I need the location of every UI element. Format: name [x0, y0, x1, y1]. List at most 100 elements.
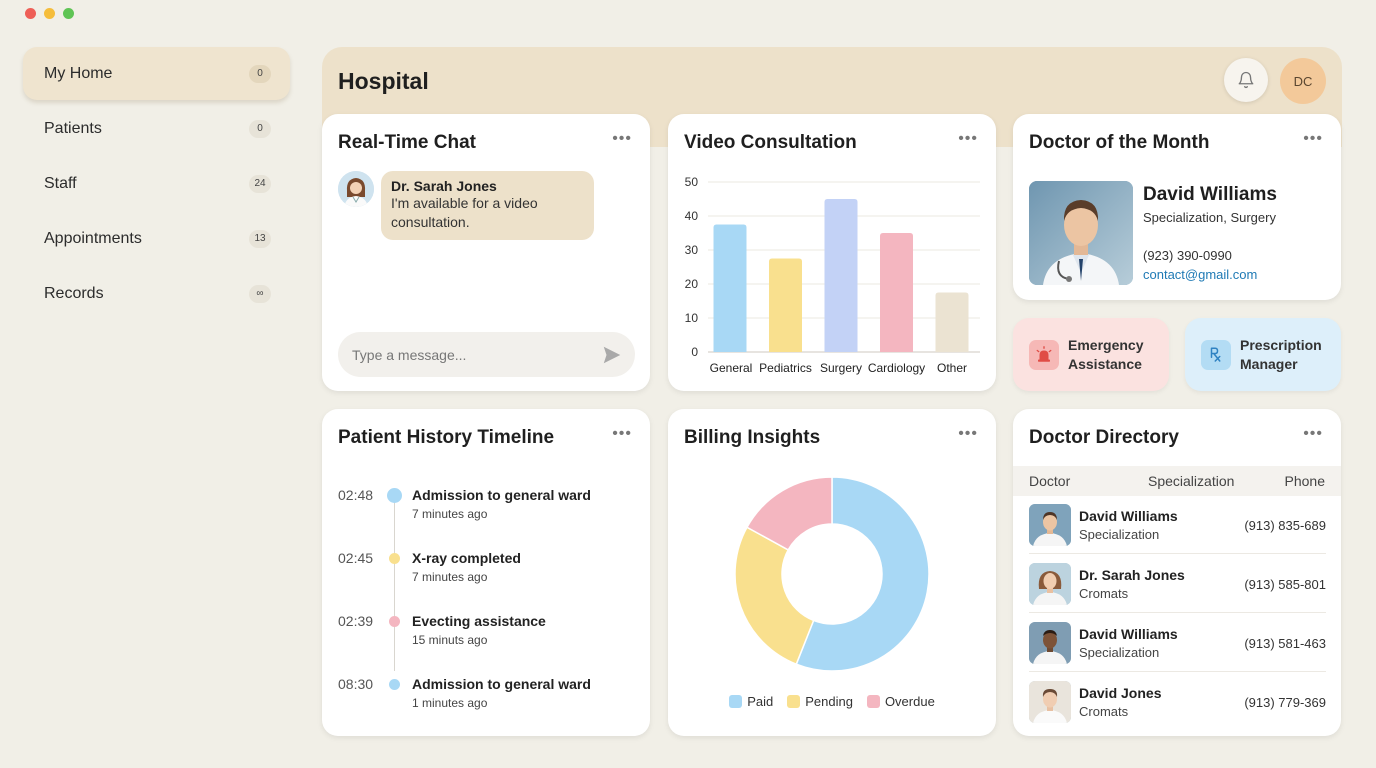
table-row[interactable]: Dr. Sarah Jones Cromats (913) 585-801 — [1029, 555, 1326, 613]
sidebar-item-count: 0 — [249, 119, 271, 138]
sidebar-item-label: Appointments — [44, 229, 142, 247]
timeline-subtitle: 7 minutes ago — [412, 570, 488, 584]
avatar — [1029, 504, 1071, 546]
timeline-entry[interactable]: 02:39 Evecting assistance 15 minuts ago — [338, 613, 638, 653]
page-title: Hospital — [338, 68, 429, 94]
chat-message-input[interactable] — [338, 332, 593, 377]
doctor-specialization: Cromats — [1079, 704, 1129, 719]
doctor-specialization: Specialization — [1079, 645, 1160, 660]
bar-surgery — [824, 199, 858, 352]
y-tick-label: 0 — [691, 345, 698, 359]
bar-other — [935, 292, 969, 352]
avatar — [1029, 622, 1071, 664]
x-tick-label: Other — [937, 361, 967, 375]
more-options-icon[interactable]: ••• — [958, 130, 978, 147]
notifications-button[interactable] — [1224, 58, 1268, 102]
legend-item-paid[interactable]: Paid — [729, 694, 773, 709]
timeline-time: 02:48 — [338, 487, 374, 503]
sidebar-item-count: 24 — [249, 174, 271, 193]
doctor-directory-card: Doctor Directory ••• Doctor Specializati… — [1013, 409, 1341, 736]
y-tick-label: 20 — [685, 277, 699, 291]
sidebar-item-appointments[interactable]: Appointments 13 — [23, 212, 290, 265]
doctor-specialization: Specialization — [1079, 527, 1160, 542]
column-header-doctor[interactable]: Doctor — [1029, 473, 1071, 489]
timeline-title: X-ray completed — [412, 550, 521, 566]
timeline-title: Admission to general ward — [412, 487, 591, 503]
alarm-icon — [1029, 339, 1059, 370]
chat-input-container — [338, 332, 635, 377]
more-options-icon[interactable]: ••• — [1303, 130, 1323, 147]
user-avatar[interactable]: DC — [1280, 58, 1326, 104]
x-tick-label: General — [710, 361, 753, 375]
sidebar-item-label: Records — [44, 284, 104, 302]
card-title: Doctor Directory — [1029, 427, 1179, 448]
y-tick-label: 10 — [685, 311, 699, 325]
card-title: Video Consultation — [684, 132, 857, 153]
legend-swatch — [729, 695, 743, 708]
y-tick-label: 40 — [685, 209, 699, 223]
y-tick-label: 30 — [685, 243, 699, 257]
table-row[interactable]: David Williams Specialization (913) 581-… — [1029, 614, 1326, 672]
chat-sender: Dr. Sarah Jones — [391, 178, 497, 194]
timeline-time: 08:30 — [338, 676, 374, 692]
chat-card: Real-Time Chat ••• Dr. Sarah Jones I'm a… — [322, 114, 650, 391]
sidebar-item-my-home[interactable]: My Home 0 — [23, 47, 290, 100]
send-icon[interactable] — [601, 344, 623, 366]
legend-item-pending[interactable]: Pending — [787, 694, 853, 709]
timeline-dot — [387, 488, 402, 503]
timeline-entry[interactable]: 02:45 X-ray completed 7 minutes ago — [338, 550, 638, 590]
more-options-icon[interactable]: ••• — [1303, 425, 1323, 442]
video-consultation-card: Video Consultation ••• 0 10 20 30 40 50 Genera… — [668, 114, 996, 391]
bar-pediatrics — [769, 258, 802, 352]
sidebar-item-staff[interactable]: Staff 24 — [23, 157, 290, 210]
more-options-icon[interactable]: ••• — [612, 425, 632, 442]
sidebar-item-count: 0 — [249, 64, 271, 83]
x-tick-label: Pediatrics — [759, 361, 812, 375]
card-title: Patient History Timeline — [338, 427, 555, 448]
avatar — [1029, 681, 1071, 723]
column-header-phone[interactable]: Phone — [1284, 473, 1325, 489]
card-title: Doctor of the Month — [1029, 132, 1210, 153]
sidebar-item-records[interactable]: Records ∞ — [23, 267, 290, 320]
timeline-entry[interactable]: 02:48 Admission to general ward 7 minute… — [338, 487, 638, 527]
card-title: Billing Insights — [684, 427, 821, 448]
bar-cardiology — [880, 233, 913, 352]
card-title: Real-Time Chat — [338, 132, 476, 153]
chart-legend: Paid Pending Overdue — [668, 694, 996, 709]
table-row[interactable]: David Jones Cromats (913) 779-369 — [1029, 673, 1326, 731]
slice-pending — [734, 526, 815, 666]
more-options-icon[interactable]: ••• — [612, 130, 632, 147]
doctor-name: David Williams — [1079, 626, 1178, 642]
more-options-icon[interactable]: ••• — [958, 425, 978, 442]
doctor-phone: (913) 585-801 — [1244, 577, 1326, 592]
column-header-specialization[interactable]: Specialization — [1148, 473, 1235, 489]
emergency-assistance-button[interactable]: Emergency Assistance — [1013, 318, 1169, 391]
minimize-window-button[interactable] — [44, 8, 55, 19]
timeline-time: 02:45 — [338, 550, 374, 566]
bar-general — [713, 224, 747, 352]
doctor-photo — [1029, 181, 1133, 285]
donut-chart — [734, 476, 930, 672]
table-header: Doctor Specialization Phone — [1013, 466, 1341, 496]
slice-overdue — [745, 476, 833, 551]
bell-icon — [1238, 71, 1254, 89]
timeline-title: Evecting assistance — [412, 613, 546, 629]
timeline-title: Admission to general ward — [412, 676, 591, 692]
legend-label: Pending — [805, 694, 853, 709]
doctor-phone: (923) 390-0990 — [1143, 248, 1232, 263]
doctor-name: David Williams — [1143, 184, 1277, 205]
prescription-manager-button[interactable]: Prescription Manager — [1185, 318, 1341, 391]
doctor-phone: (913) 779-369 — [1244, 695, 1326, 710]
avatar — [338, 171, 374, 207]
legend-item-overdue[interactable]: Overdue — [866, 694, 935, 709]
doctor-specialization: Cromats — [1079, 586, 1129, 601]
timeline-entry[interactable]: 08:30 Admission to general ward 1 minute… — [338, 676, 638, 716]
sidebar-item-patients[interactable]: Patients 0 — [23, 102, 290, 155]
zoom-window-button[interactable] — [63, 8, 74, 19]
sidebar-item-label: Patients — [44, 119, 102, 137]
table-row[interactable]: David Williams Specialization (913) 835-… — [1029, 496, 1326, 554]
legend-label: Overdue — [884, 694, 935, 709]
doctor-email-link[interactable]: contact@gmail.com — [1143, 267, 1258, 282]
close-window-button[interactable] — [25, 8, 36, 19]
timeline-line — [394, 495, 395, 671]
